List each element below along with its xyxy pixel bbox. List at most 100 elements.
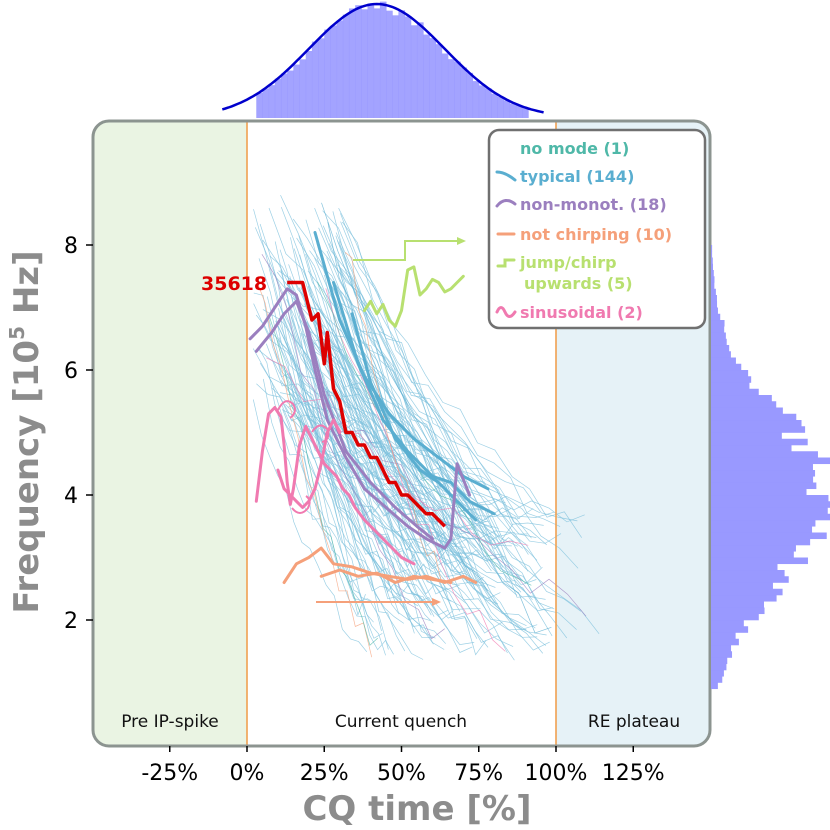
legend-label-no-mode: no mode (1) (520, 139, 629, 158)
background-trace (317, 281, 532, 586)
top-hist-bar (367, 3, 375, 118)
top-hist-bar (503, 100, 511, 118)
series-typical (332, 281, 496, 516)
background-trace (326, 250, 504, 568)
flat-arrow-head (432, 598, 441, 606)
top-hist-bar (280, 73, 288, 118)
right-hist-bar (711, 420, 802, 427)
top-hist-bar (454, 61, 461, 118)
x-axis-ticks: -25% 0% 25% 50% 75% 100% 125% (141, 746, 665, 786)
series-non-monot (248, 287, 471, 550)
y-tick-label: 8 (64, 234, 78, 259)
top-hist-bar (373, 8, 381, 118)
right-hist-bar (711, 676, 723, 683)
background-trace (340, 291, 562, 544)
right-hist-bar (711, 257, 713, 265)
top-hist-bar (318, 38, 325, 118)
top-hist-bar (262, 88, 270, 118)
background-trace (300, 287, 554, 518)
top-hist-bar (441, 53, 449, 118)
background-trace (333, 282, 568, 639)
right-hist-bar (711, 638, 739, 646)
right-hist-bar (711, 407, 783, 415)
top-hist-bar (293, 64, 301, 118)
right-hist-bar (711, 251, 713, 258)
top-marginal-histogram (256, 1, 529, 119)
right-hist-bar (711, 482, 817, 490)
right-hist-bar (711, 626, 749, 633)
background-trace (253, 303, 489, 529)
right-hist-bar (711, 445, 792, 452)
right-hist-bar (711, 370, 749, 377)
sinus-loop-bottom (291, 495, 311, 514)
top-marginal-kde-curve (221, 2, 544, 114)
x-tick-label: -25% (141, 761, 198, 786)
right-hist-bar (711, 501, 830, 508)
right-hist-bar (711, 620, 744, 627)
right-hist-bar (711, 395, 772, 402)
series-jump-chirp (362, 265, 465, 328)
right-hist-bar (711, 313, 721, 321)
legend-label-not-chirping: not chirping (10) (520, 225, 672, 244)
background-trace (324, 274, 432, 616)
background-trace (289, 397, 454, 620)
legend-box (487, 128, 707, 330)
top-hist-bar (299, 59, 307, 118)
right-hist-bar (711, 463, 813, 471)
y-axis-title-main: Frequency [10 (7, 340, 47, 614)
right-hist-bar (711, 282, 715, 290)
right-hist-bar (711, 563, 778, 571)
top-hist-bar (522, 108, 529, 118)
background-trace (279, 249, 374, 623)
background-trace (259, 223, 389, 650)
background-trace (262, 378, 383, 639)
right-hist-bar (711, 632, 736, 640)
top-hist-bar (311, 41, 319, 119)
legend-label-typical: typical (144) (520, 167, 634, 186)
right-hist-bar (711, 388, 759, 396)
x-tick-label: 50% (377, 761, 426, 786)
right-hist-bar (711, 507, 828, 515)
highlight-shot-label: 35618 (201, 273, 267, 295)
top-hist-bar (336, 20, 344, 118)
legend-handle-typical (495, 170, 517, 182)
region-label-pre-ip-spike: Pre IP-spike (121, 712, 219, 732)
right-hist-bar (711, 551, 794, 558)
background-trace (337, 264, 538, 561)
top-hist-bar (256, 92, 263, 118)
top-hist-bar (410, 25, 418, 119)
legend-handle-sinusoidal (495, 306, 517, 318)
top-hist-bar (348, 8, 356, 118)
background-trace (326, 391, 587, 617)
featured-series (248, 231, 496, 584)
background-trace (305, 253, 508, 654)
series-non-monot (254, 299, 434, 541)
right-hist-bar (711, 582, 773, 590)
right-hist-bar (711, 295, 717, 302)
background-trace (252, 399, 368, 653)
right-hist-bar (711, 332, 726, 340)
right-hist-bar (711, 576, 789, 583)
y-axis-title-exp: 5 (5, 326, 29, 340)
background-trace (322, 210, 544, 526)
right-hist-bar (711, 657, 728, 665)
top-hist-bar (287, 70, 294, 118)
background-trace (315, 338, 514, 545)
top-hist-bar (515, 105, 523, 118)
background-trace (268, 315, 378, 646)
right-hist-bar (711, 532, 827, 540)
legend-items: no mode (1) typical (144) non-monot. (18… (519, 139, 672, 322)
right-hist-bar (711, 338, 727, 346)
top-hist-bar (379, 1, 387, 118)
sinus-loop-top (277, 400, 296, 419)
top-hist-bar (342, 14, 350, 118)
series-sinusoidal (254, 406, 416, 566)
region-pre-ip-spike (93, 121, 247, 746)
series-not-chirping (319, 568, 453, 584)
right-hist-bar (711, 488, 807, 496)
right-hist-bar (711, 363, 742, 371)
x-axis-title: CQ time [%] (302, 789, 531, 829)
right-hist-bar (711, 263, 714, 271)
y-axis-title-tail: Hz] (7, 250, 47, 326)
legend-label-jump-chirp-line2: upwards (5) (524, 274, 633, 293)
